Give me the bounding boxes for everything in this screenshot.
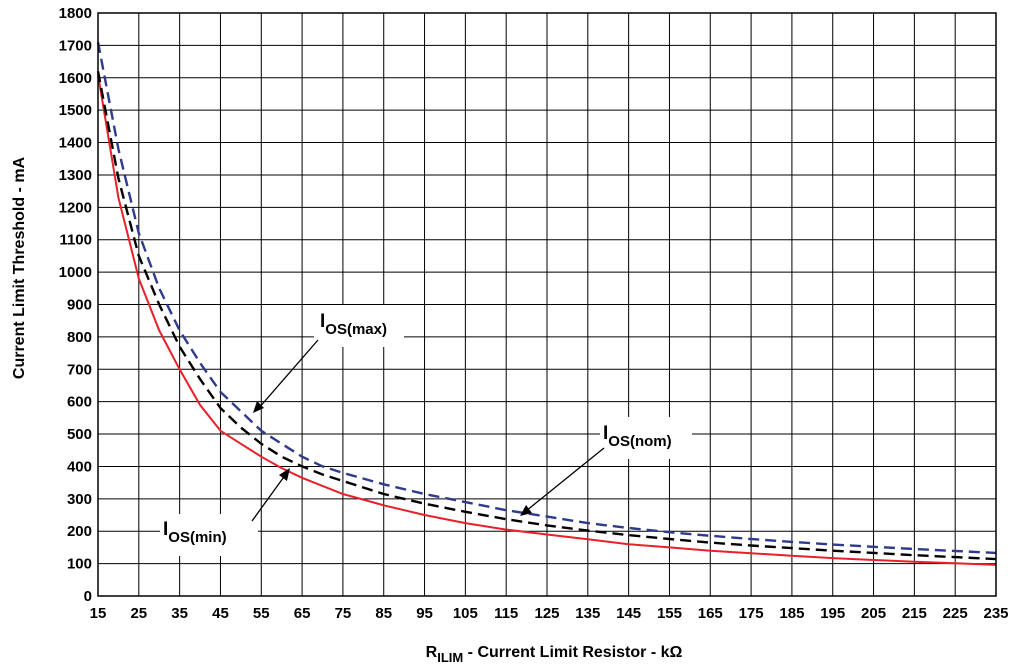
x-tick-label: 145 — [616, 605, 641, 622]
x-axis-title-main: R — [426, 644, 438, 661]
x-tick-label: 225 — [943, 605, 968, 622]
arrowhead-min — [279, 468, 290, 481]
x-axis-title-sub: ILIM — [437, 650, 463, 665]
x-tick-label: 135 — [575, 605, 600, 622]
label-nom-sub: OS(nom) — [608, 433, 671, 450]
x-tick-label: 195 — [820, 605, 845, 622]
plot-frame — [97, 12, 997, 597]
x-tick-label: 185 — [779, 605, 804, 622]
y-tick-label: 1000 — [59, 264, 92, 281]
y-tick-label: 0 — [84, 588, 92, 605]
y-tick-label: 600 — [67, 394, 92, 411]
x-tick-label: 165 — [698, 605, 723, 622]
y-tick-label: 1500 — [59, 102, 92, 119]
grid — [97, 12, 997, 597]
x-tick-labels: 15 25 35 45 55 65 75 85 95 105 115 125 135 145 155 165 1… — [90, 605, 1009, 622]
x-tick-label: 105 — [453, 605, 478, 622]
arrow-nom — [525, 447, 605, 512]
y-tick-label: 500 — [67, 426, 92, 443]
x-tick-label: 155 — [657, 605, 682, 622]
y-tick-label: 300 — [67, 491, 92, 508]
y-tick-label: 1700 — [59, 37, 92, 54]
y-tick-label: 700 — [67, 361, 92, 378]
series-line-max — [96, 41, 997, 555]
series-line-nom — [96, 71, 997, 561]
label-max: IOS(max) — [320, 311, 387, 338]
y-tick-labels: 0 100 200 300 400 500 600 700 800 900 1000 1100 1200… — [59, 5, 92, 605]
x-tick-label: 115 — [494, 605, 518, 622]
series-line-min — [97, 74, 997, 566]
y-tick-label: 900 — [67, 297, 92, 314]
label-nom: IOS(nom) — [603, 423, 672, 450]
x-tick-label: 95 — [416, 605, 433, 622]
x-tick-label: 45 — [212, 605, 229, 622]
x-tick-label: 175 — [739, 605, 764, 622]
y-tick-label: 1100 — [59, 232, 92, 249]
label-min-sub: OS(min) — [168, 529, 226, 546]
label-box-nom — [600, 417, 692, 459]
arrowhead-max — [253, 401, 264, 413]
y-axis-title: Current Limit Threshold - mA — [11, 156, 28, 379]
label-box-min — [160, 514, 258, 556]
arrow-min — [251, 473, 287, 522]
y-tick-label: 400 — [67, 458, 92, 475]
y-tick-label: 1600 — [59, 70, 92, 87]
x-tick-label: 235 — [983, 605, 1008, 622]
label-box-max — [314, 305, 404, 347]
x-tick-label: 75 — [335, 605, 352, 622]
x-tick-label: 85 — [375, 605, 392, 622]
x-tick-label: 25 — [130, 605, 147, 622]
label-max-sub: OS(max) — [325, 321, 387, 338]
x-tick-label: 215 — [902, 605, 927, 622]
arrow-max — [257, 339, 319, 410]
y-tick-label: 1400 — [59, 135, 92, 152]
y-tick-label: 1200 — [59, 199, 92, 216]
y-tick-label: 100 — [67, 556, 92, 573]
label-min: IOS(min) — [163, 519, 227, 546]
x-tick-label: 205 — [861, 605, 886, 622]
label-nom-main: I — [603, 423, 608, 444]
label-min-main: I — [163, 519, 168, 540]
series-group — [96, 41, 997, 566]
y-tick-label: 800 — [67, 329, 92, 346]
x-tick-label: 35 — [171, 605, 188, 622]
x-axis-title-rest: - Current Limit Resistor - kΩ — [463, 644, 682, 661]
x-tick-label: 125 — [534, 605, 559, 622]
y-tick-label: 1800 — [59, 5, 92, 22]
label-max-main: I — [320, 311, 325, 332]
arrowhead-nom — [520, 505, 532, 516]
x-axis-title: RILIM - Current Limit Resistor - kΩ — [426, 644, 683, 665]
x-tick-label: 15 — [90, 605, 107, 622]
x-tick-label: 55 — [253, 605, 270, 622]
y-tick-label: 200 — [67, 523, 92, 540]
x-tick-label: 65 — [294, 605, 311, 622]
y-tick-label: 1300 — [59, 167, 92, 184]
